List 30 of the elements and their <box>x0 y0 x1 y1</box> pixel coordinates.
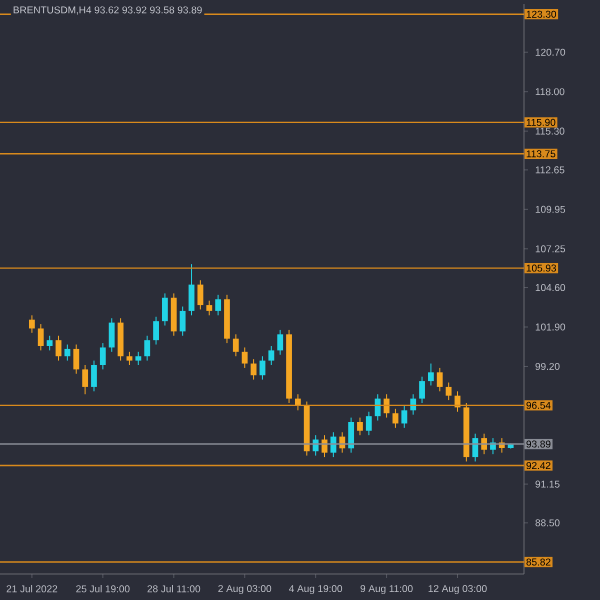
candlestick <box>161 292 168 327</box>
candlestick <box>179 306 186 337</box>
candlestick <box>277 329 284 356</box>
candlestick <box>348 417 355 454</box>
candlestick <box>197 279 204 310</box>
candlestick <box>250 358 257 381</box>
candlestick <box>73 344 80 375</box>
candlestick <box>472 433 479 462</box>
candlestick <box>82 364 89 395</box>
candlestick <box>153 316 159 346</box>
candlestick <box>401 405 408 429</box>
candlestick <box>224 294 230 344</box>
candlestick <box>241 346 248 369</box>
candlestick <box>108 317 115 353</box>
candlestick <box>436 367 443 392</box>
candlestick <box>427 363 434 386</box>
candlestick <box>303 401 310 457</box>
candlestick <box>232 333 239 357</box>
candlestick <box>419 376 425 404</box>
candlestick <box>99 342 106 370</box>
candlestick <box>215 294 222 316</box>
candlestick <box>365 411 372 436</box>
candlestick <box>268 345 275 366</box>
candlestick <box>374 393 381 422</box>
candlestick <box>37 323 44 351</box>
candlestick <box>170 292 177 337</box>
candlestick <box>28 314 35 334</box>
candlestick <box>117 317 124 362</box>
candlestick <box>91 360 97 392</box>
candlestick <box>144 335 151 362</box>
